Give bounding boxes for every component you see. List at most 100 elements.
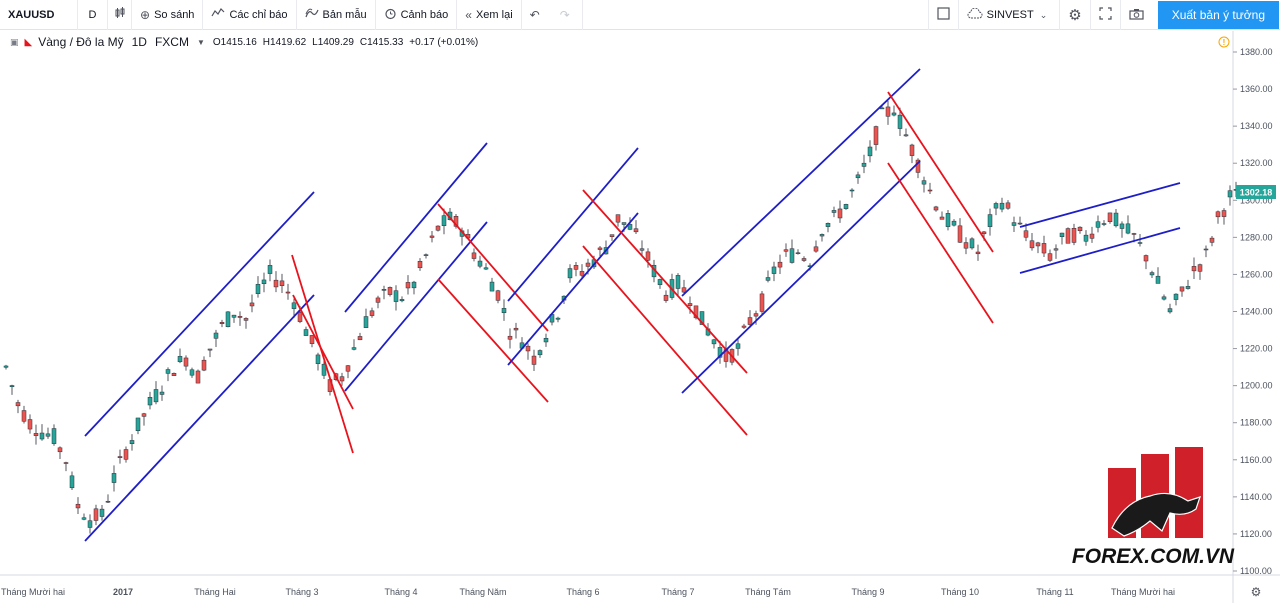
uptrend-channel-line[interactable] [681,160,921,394]
candle-body [1053,248,1059,251]
redo-button[interactable]: ↷ [552,0,583,30]
candle-body [879,107,885,110]
price-tick-label: 1200.00 [1240,381,1273,391]
compare-label: So sánh [154,8,195,21]
candle-body [717,347,723,358]
candle-body [789,248,795,263]
candle-body [429,235,435,238]
candle-body [1017,222,1023,225]
info-icon[interactable]: ! [1218,36,1230,48]
downtrend-channel-line[interactable] [292,294,354,410]
chart-settings-icon[interactable]: ⚙ [1251,585,1262,599]
candle-body [489,281,495,292]
candle-body [1107,212,1113,222]
time-tick-label: Tháng 3 [285,587,318,597]
candle-body [63,462,69,464]
price-tick-label: 1260.00 [1240,269,1273,279]
candle-body [615,214,621,223]
candle-body [207,348,213,351]
uptrend-channel-line[interactable] [507,212,639,366]
time-tick-label: Tháng 10 [941,587,979,597]
candle-body [273,279,279,288]
uptrend-channel-line[interactable] [1019,182,1181,228]
candle-body [111,473,117,483]
templates-button[interactable]: Bản mẫu [297,0,376,30]
plus-circle-icon: ⊕ [140,7,151,22]
downtrend-channel-line[interactable] [582,189,748,374]
compare-button[interactable]: ⊕ So sánh [132,0,204,30]
chart-pane[interactable]: 1380.00 1360.00 1340.00 1320.00 1300.00 1280.… [0,31,1280,603]
uptrend-channel-line[interactable] [344,221,488,392]
snapshot-button[interactable] [1121,0,1152,30]
downtrend-channel-line[interactable] [582,245,748,436]
svg-text:⚙: ⚙ [1251,585,1262,599]
alarm-clock-icon [384,7,397,23]
undo-icon: ↶ [529,7,540,22]
uptrend-channel-line[interactable] [681,68,921,297]
downtrend-channel-line[interactable] [291,254,354,454]
price-chart[interactable]: 1380.00 1360.00 1340.00 1320.00 1300.00 1280.… [0,31,1280,603]
legend-low: L1409.29 [312,36,354,48]
candle-body [177,356,183,363]
candle-body [819,234,825,237]
candle-body [45,433,51,437]
candle-body [183,357,189,367]
uptrend-channel-line[interactable] [344,142,488,313]
interval-button[interactable]: D [78,0,108,30]
candle-body [399,299,405,302]
price-tick-label: 1240.00 [1240,307,1273,317]
candle-body [699,311,705,325]
legend-chevron-icon[interactable]: ▼ [196,37,205,47]
candle-body [885,106,891,117]
templates-label: Bản mẫu [322,8,367,21]
settings-button[interactable]: ⚙ [1060,0,1091,30]
drawings-layer [84,68,1181,542]
downtrend-channel-line[interactable] [887,162,994,324]
publish-idea-button[interactable]: Xuất bản ý tưởng [1157,1,1279,29]
candle-body [681,287,687,293]
candle-body [1143,255,1149,262]
downtrend-channel-line[interactable] [887,91,994,253]
fullscreen-square-button[interactable] [927,0,959,30]
alert-button[interactable]: Cảnh báo [376,0,458,30]
price-tick-label: 1380.00 [1240,47,1273,57]
candle-body [249,302,255,307]
fullscreen-button[interactable] [1091,0,1121,30]
uptrend-channel-line[interactable] [84,294,315,542]
candle-body [75,503,81,509]
replay-button[interactable]: « Xem lại [457,0,522,30]
candle-body [1131,233,1137,235]
candle-body [33,433,39,436]
candle-body [627,224,633,230]
candle-body [927,189,933,192]
layout-button[interactable]: SINVEST ⌄ [959,0,1061,30]
candle-body [201,359,207,371]
candle-body [945,213,951,227]
symbol-search[interactable]: XAUUSD [0,0,78,30]
candle-body [1023,230,1029,238]
candle-body [483,267,489,270]
uptrend-channel-line[interactable] [1019,227,1181,274]
legend-source: FXCM [154,35,189,49]
candle-body [903,134,909,137]
downtrend-channel-line[interactable] [437,278,549,403]
collapse-icon[interactable]: ▣ [10,36,19,47]
last-price-marker: 1302.18 [1236,185,1276,199]
candle-body [639,248,645,251]
price-tick-label: 1320.00 [1240,158,1273,168]
downtrend-channel-line[interactable] [437,203,549,332]
uptrend-channel-line[interactable] [84,191,315,437]
candle-body [837,208,843,219]
candle-body [81,517,87,520]
chart-type-button[interactable] [108,0,132,30]
undo-button[interactable]: ↶ [522,0,552,30]
toolbar-right: SINVEST ⌄ ⚙ Xuất bản ý tưởng [927,0,1280,30]
time-tick-label: Tháng Tám [745,587,791,597]
candle-body [1089,233,1095,239]
uptrend-channel-line[interactable] [507,147,639,302]
candle-body [741,325,747,328]
indicators-button[interactable]: Các chỉ báo [203,0,297,30]
candle-body [303,329,309,336]
candle-body [1071,227,1077,243]
candle-body [843,204,849,209]
